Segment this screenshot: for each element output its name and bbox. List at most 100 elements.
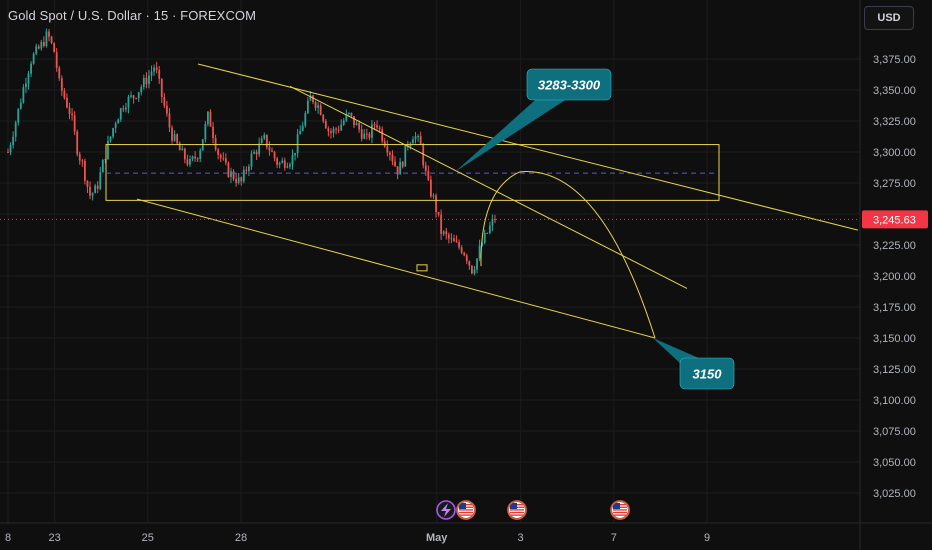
time-scale[interactable]: 8 23 25 28 May 3 7 9 (0, 522, 932, 544)
candle-body (196, 158, 199, 160)
candle-body (445, 231, 448, 235)
candle-body (476, 258, 478, 270)
candle-body (458, 242, 460, 248)
candle-body (386, 146, 389, 153)
candle-body (491, 218, 494, 226)
price-tick-label: 3,300.00 (873, 147, 916, 159)
price-scale[interactable]: 3,025.00 3,050.00 3,075.00 3,100.00 3,125.00… (859, 0, 928, 550)
us-flag-icon-stripe (510, 509, 524, 511)
candle-body (183, 148, 186, 160)
candle-body (94, 185, 97, 194)
candle-body (381, 129, 384, 142)
time-tick-label: May (426, 532, 448, 544)
candle-body (186, 159, 189, 165)
candle-body (17, 108, 20, 123)
candle-body (296, 134, 299, 154)
candle-body (40, 41, 43, 49)
candle-body (127, 96, 130, 108)
candle-body (68, 107, 71, 114)
candle-body (401, 161, 404, 167)
candle-body (309, 95, 312, 101)
candle-body (460, 247, 463, 253)
candle-body (78, 154, 81, 161)
candle-body (163, 96, 166, 106)
us-flag-icon (456, 500, 476, 520)
candle-body (471, 265, 473, 274)
candle-body (268, 147, 271, 151)
candle-body (191, 156, 194, 160)
candle-body (7, 152, 9, 153)
candle-body (360, 129, 363, 139)
resistance-zone-box (105, 144, 720, 201)
candle-body (265, 134, 268, 148)
candle-body (27, 73, 30, 84)
grid (0, 0, 860, 523)
candle-body (291, 155, 294, 165)
candle-body (153, 67, 155, 72)
candle-body (376, 125, 378, 128)
candle-body (396, 166, 399, 175)
candle-body (237, 177, 240, 183)
price-tick-label: 3,350.00 (873, 85, 916, 97)
candle-body (145, 77, 148, 85)
us-flag-icon-stripe (613, 509, 627, 511)
candle-body (212, 126, 214, 139)
candle-body (353, 115, 355, 126)
time-tick-label: 8 (5, 532, 11, 544)
candle-body (130, 95, 132, 97)
candle-body (363, 133, 366, 139)
candle-body (114, 123, 117, 129)
lightning-event-icon (436, 500, 456, 520)
candle-body (235, 179, 238, 183)
candle-body (347, 112, 350, 114)
candle-body (25, 83, 27, 88)
candle-body (107, 140, 109, 160)
candle-body (137, 92, 140, 99)
candle-body (99, 172, 102, 189)
candle-body (465, 255, 468, 262)
candle-body (117, 119, 120, 124)
candle-body (281, 160, 284, 163)
us-flag-icon-canton (459, 503, 466, 509)
candle-body (132, 95, 135, 99)
candle-body (160, 78, 163, 97)
us-flag-icon-stripe (613, 511, 627, 514)
candle-body (358, 123, 361, 130)
candle-body (342, 120, 345, 125)
candle-body (330, 131, 332, 133)
candle-body (91, 193, 94, 196)
candle-body (453, 238, 455, 242)
candle-body (391, 154, 394, 162)
candle-body (378, 127, 381, 130)
trendline-lower (136, 198, 656, 339)
candle-body (89, 186, 91, 196)
candle-body (422, 144, 425, 166)
candle-body (304, 113, 307, 126)
candle-body (37, 46, 40, 49)
candle-body (176, 134, 179, 144)
event-icons (436, 500, 630, 520)
target-callout-box (679, 357, 735, 390)
candle-body (350, 112, 353, 116)
currency-button[interactable]: USD (864, 6, 914, 30)
price-tick-label: 3,275.00 (873, 178, 916, 190)
candle-body (322, 114, 325, 122)
us-flag-icon-canton (510, 503, 517, 509)
candle-body (58, 67, 61, 79)
candle-body (442, 231, 445, 234)
candle-body (355, 123, 358, 126)
candle-body (83, 160, 86, 181)
candle-body (435, 195, 437, 212)
candle-body (96, 185, 99, 189)
candle-body (66, 98, 68, 108)
candle-body (255, 151, 258, 155)
candle-body (158, 69, 161, 79)
candle-body (42, 41, 45, 47)
candle-body (317, 105, 320, 108)
candle-body (432, 195, 435, 197)
candle-body (71, 113, 73, 116)
candle-body (260, 138, 263, 144)
time-tick-label: 7 (611, 532, 617, 544)
candle-body (181, 148, 184, 151)
